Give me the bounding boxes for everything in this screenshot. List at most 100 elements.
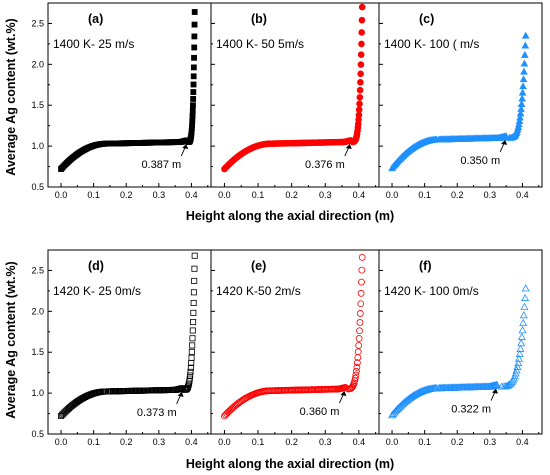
data-point	[391, 407, 400, 415]
panel-letter: (f)	[419, 259, 432, 273]
data-point	[190, 299, 197, 306]
data-point	[355, 335, 363, 342]
data-point	[187, 364, 194, 371]
x-tick-label: 0.1	[87, 437, 100, 447]
data-point	[221, 412, 228, 420]
series-b	[221, 3, 366, 173]
data-point	[521, 41, 530, 49]
x-tick-label: 0.4	[353, 190, 366, 200]
data-point	[357, 61, 365, 68]
data-point	[191, 9, 198, 15]
x-tick-label: 0.4	[516, 190, 529, 200]
data-point	[191, 33, 198, 40]
annotation-label: 0.387 m	[141, 159, 181, 171]
data-point	[521, 31, 530, 39]
annotation-arrowhead	[492, 388, 499, 394]
y-tick-label: 1.5	[31, 100, 44, 110]
condition-label: 1420 K- 100 0m/s	[384, 284, 479, 298]
data-point	[353, 359, 361, 367]
data-point	[223, 410, 231, 417]
y-tick-label: 2.0	[31, 59, 44, 69]
annotation-arrowhead	[501, 139, 508, 145]
data-point	[514, 358, 523, 367]
data-point	[190, 319, 197, 326]
data-point	[188, 348, 195, 355]
data-point	[190, 309, 197, 316]
data-point	[512, 366, 521, 374]
data-point	[190, 96, 197, 102]
y-tick-label: 1.0	[31, 388, 44, 398]
panel-letter: (b)	[251, 12, 267, 26]
x-tick-label: 0.2	[285, 190, 298, 200]
data-point	[516, 113, 524, 121]
data-point	[519, 318, 528, 327]
data-point	[521, 284, 530, 292]
x-tick-label: 0.2	[120, 437, 133, 447]
y-tick-label: 2.5	[31, 265, 44, 275]
condition-label: 1400 K- 50 5m/s	[216, 37, 304, 51]
data-point	[520, 302, 529, 310]
data-point	[187, 372, 194, 379]
data-point	[518, 94, 526, 102]
data-point	[358, 3, 366, 11]
annotation-arrowhead	[177, 391, 184, 397]
data-point	[190, 81, 197, 88]
data-point	[348, 384, 355, 392]
panel-f: 0.0 0.1 0.2 0.3 0.4 (f) 1420 K- 100 0m/s 0.322 …	[378, 249, 543, 447]
data-point	[357, 70, 364, 78]
series-e	[221, 253, 366, 420]
data-point	[356, 310, 364, 317]
data-point	[357, 300, 365, 308]
panel-a: 0.0 0.1 0.2 0.3 0.4 0.5 1.0 1.5 2.0 2.5 (a) 1400 K-…	[31, 2, 212, 200]
x-tick-label: 0.1	[252, 190, 265, 200]
data-point	[191, 265, 198, 272]
x-tick-label: 0.4	[185, 437, 198, 447]
data-point	[191, 21, 198, 28]
x-tick-label: 0.3	[484, 437, 497, 447]
data-point	[358, 40, 365, 48]
series-d	[58, 252, 198, 420]
data-point	[356, 100, 363, 108]
data-point	[516, 109, 525, 117]
data-point	[235, 399, 242, 407]
panel-letter: (a)	[88, 12, 103, 26]
data-point	[519, 310, 528, 319]
data-point	[513, 362, 522, 370]
condition-label: 1420 K- 25 0m/s	[53, 284, 141, 298]
panel-b: 0.0 0.1 0.2 0.3 0.4 (b) 1400 K- 50 5m/s 0.376 m	[210, 2, 380, 200]
data-point	[356, 327, 363, 335]
data-point	[357, 289, 365, 297]
data-point	[358, 16, 366, 24]
data-point	[520, 59, 529, 67]
x-tick-label: 0.2	[120, 190, 133, 200]
data-point	[190, 102, 196, 109]
panel-e: 0.0 0.1 0.2 0.3 0.4 (e) 1420 K-50 2m/s 0.360 m	[210, 249, 380, 447]
data-point	[356, 319, 364, 326]
data-point	[517, 104, 525, 112]
y-axis-title-bottom: Average Ag content (wt.%)	[4, 261, 18, 418]
data-point	[190, 289, 197, 296]
data-point	[236, 398, 244, 406]
x-tick-label: 0.0	[386, 190, 399, 200]
data-point	[515, 354, 523, 362]
series-f	[388, 284, 530, 419]
x-tick-label: 0.0	[55, 190, 68, 200]
x-tick-label: 0.1	[418, 190, 431, 200]
data-point	[435, 383, 444, 392]
x-tick-label: 0.1	[418, 437, 431, 447]
x-tick-label: 0.1	[252, 437, 265, 447]
annotation-label: 0.376 m	[305, 159, 345, 171]
data-point	[517, 338, 526, 347]
panel-frame	[378, 249, 543, 435]
data-point	[354, 348, 362, 356]
panel-letter: (e)	[251, 259, 266, 273]
y-tick-label: 0.5	[31, 429, 44, 439]
annotation-label: 0.360 m	[300, 406, 340, 418]
x-tick-label: 0.3	[319, 190, 332, 200]
panel-d: 0.0 0.1 0.2 0.3 0.4 0.5 1.0 1.5 2.0 2.5 (d) 1420 K-…	[31, 249, 212, 447]
data-point	[358, 29, 366, 36]
panel-letter: (d)	[88, 259, 104, 273]
data-point	[189, 342, 196, 349]
x-tick-label: 0.1	[87, 190, 100, 200]
